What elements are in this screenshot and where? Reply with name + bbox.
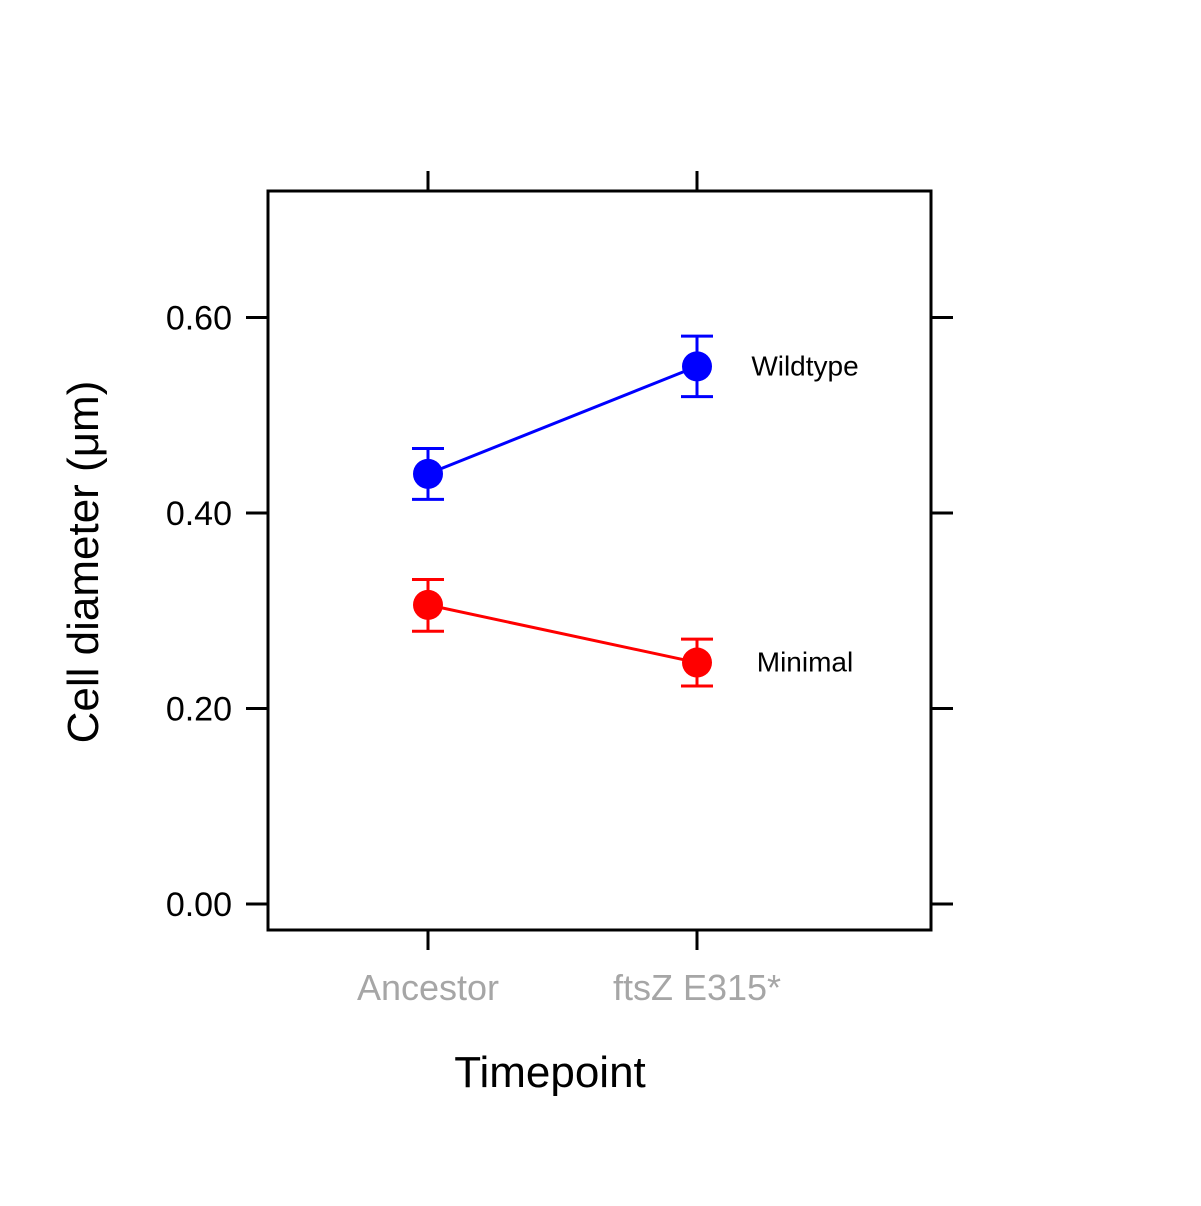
minimal-series-label: Minimal <box>757 647 853 678</box>
x-tick-label: ftsZ E315* <box>613 967 781 1008</box>
minimal-series-line <box>427 603 698 665</box>
y-tick-label: 0.20 <box>166 691 232 729</box>
y-tick-label: 0.60 <box>166 300 232 338</box>
y-axis-title: Cell diameter (μm) <box>59 381 108 744</box>
series-layer <box>412 334 713 688</box>
ticks-layer: 0.00 0.20 0.40 0.60 Ancestor ftsZ E315* <box>166 171 953 1008</box>
labels-layer: Wildtype Minimal <box>751 350 858 677</box>
minimal-point <box>682 647 712 678</box>
x-tick-label: Ancestor <box>357 967 499 1008</box>
wildtype-point <box>682 351 712 382</box>
wildtype-point <box>413 458 443 489</box>
y-tick-label: 0.00 <box>166 886 232 924</box>
y-tick-label: 0.40 <box>166 495 232 533</box>
minimal-point <box>413 589 443 620</box>
x-axis-title: Timepoint <box>454 1048 646 1097</box>
wildtype-series-line <box>427 364 698 476</box>
wildtype-series-label: Wildtype <box>751 350 858 381</box>
plot-frame <box>266 189 933 932</box>
